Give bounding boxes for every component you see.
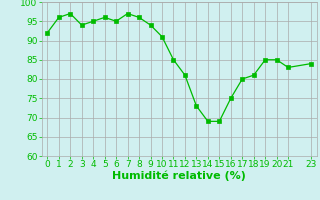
X-axis label: Humidité relative (%): Humidité relative (%) xyxy=(112,171,246,181)
